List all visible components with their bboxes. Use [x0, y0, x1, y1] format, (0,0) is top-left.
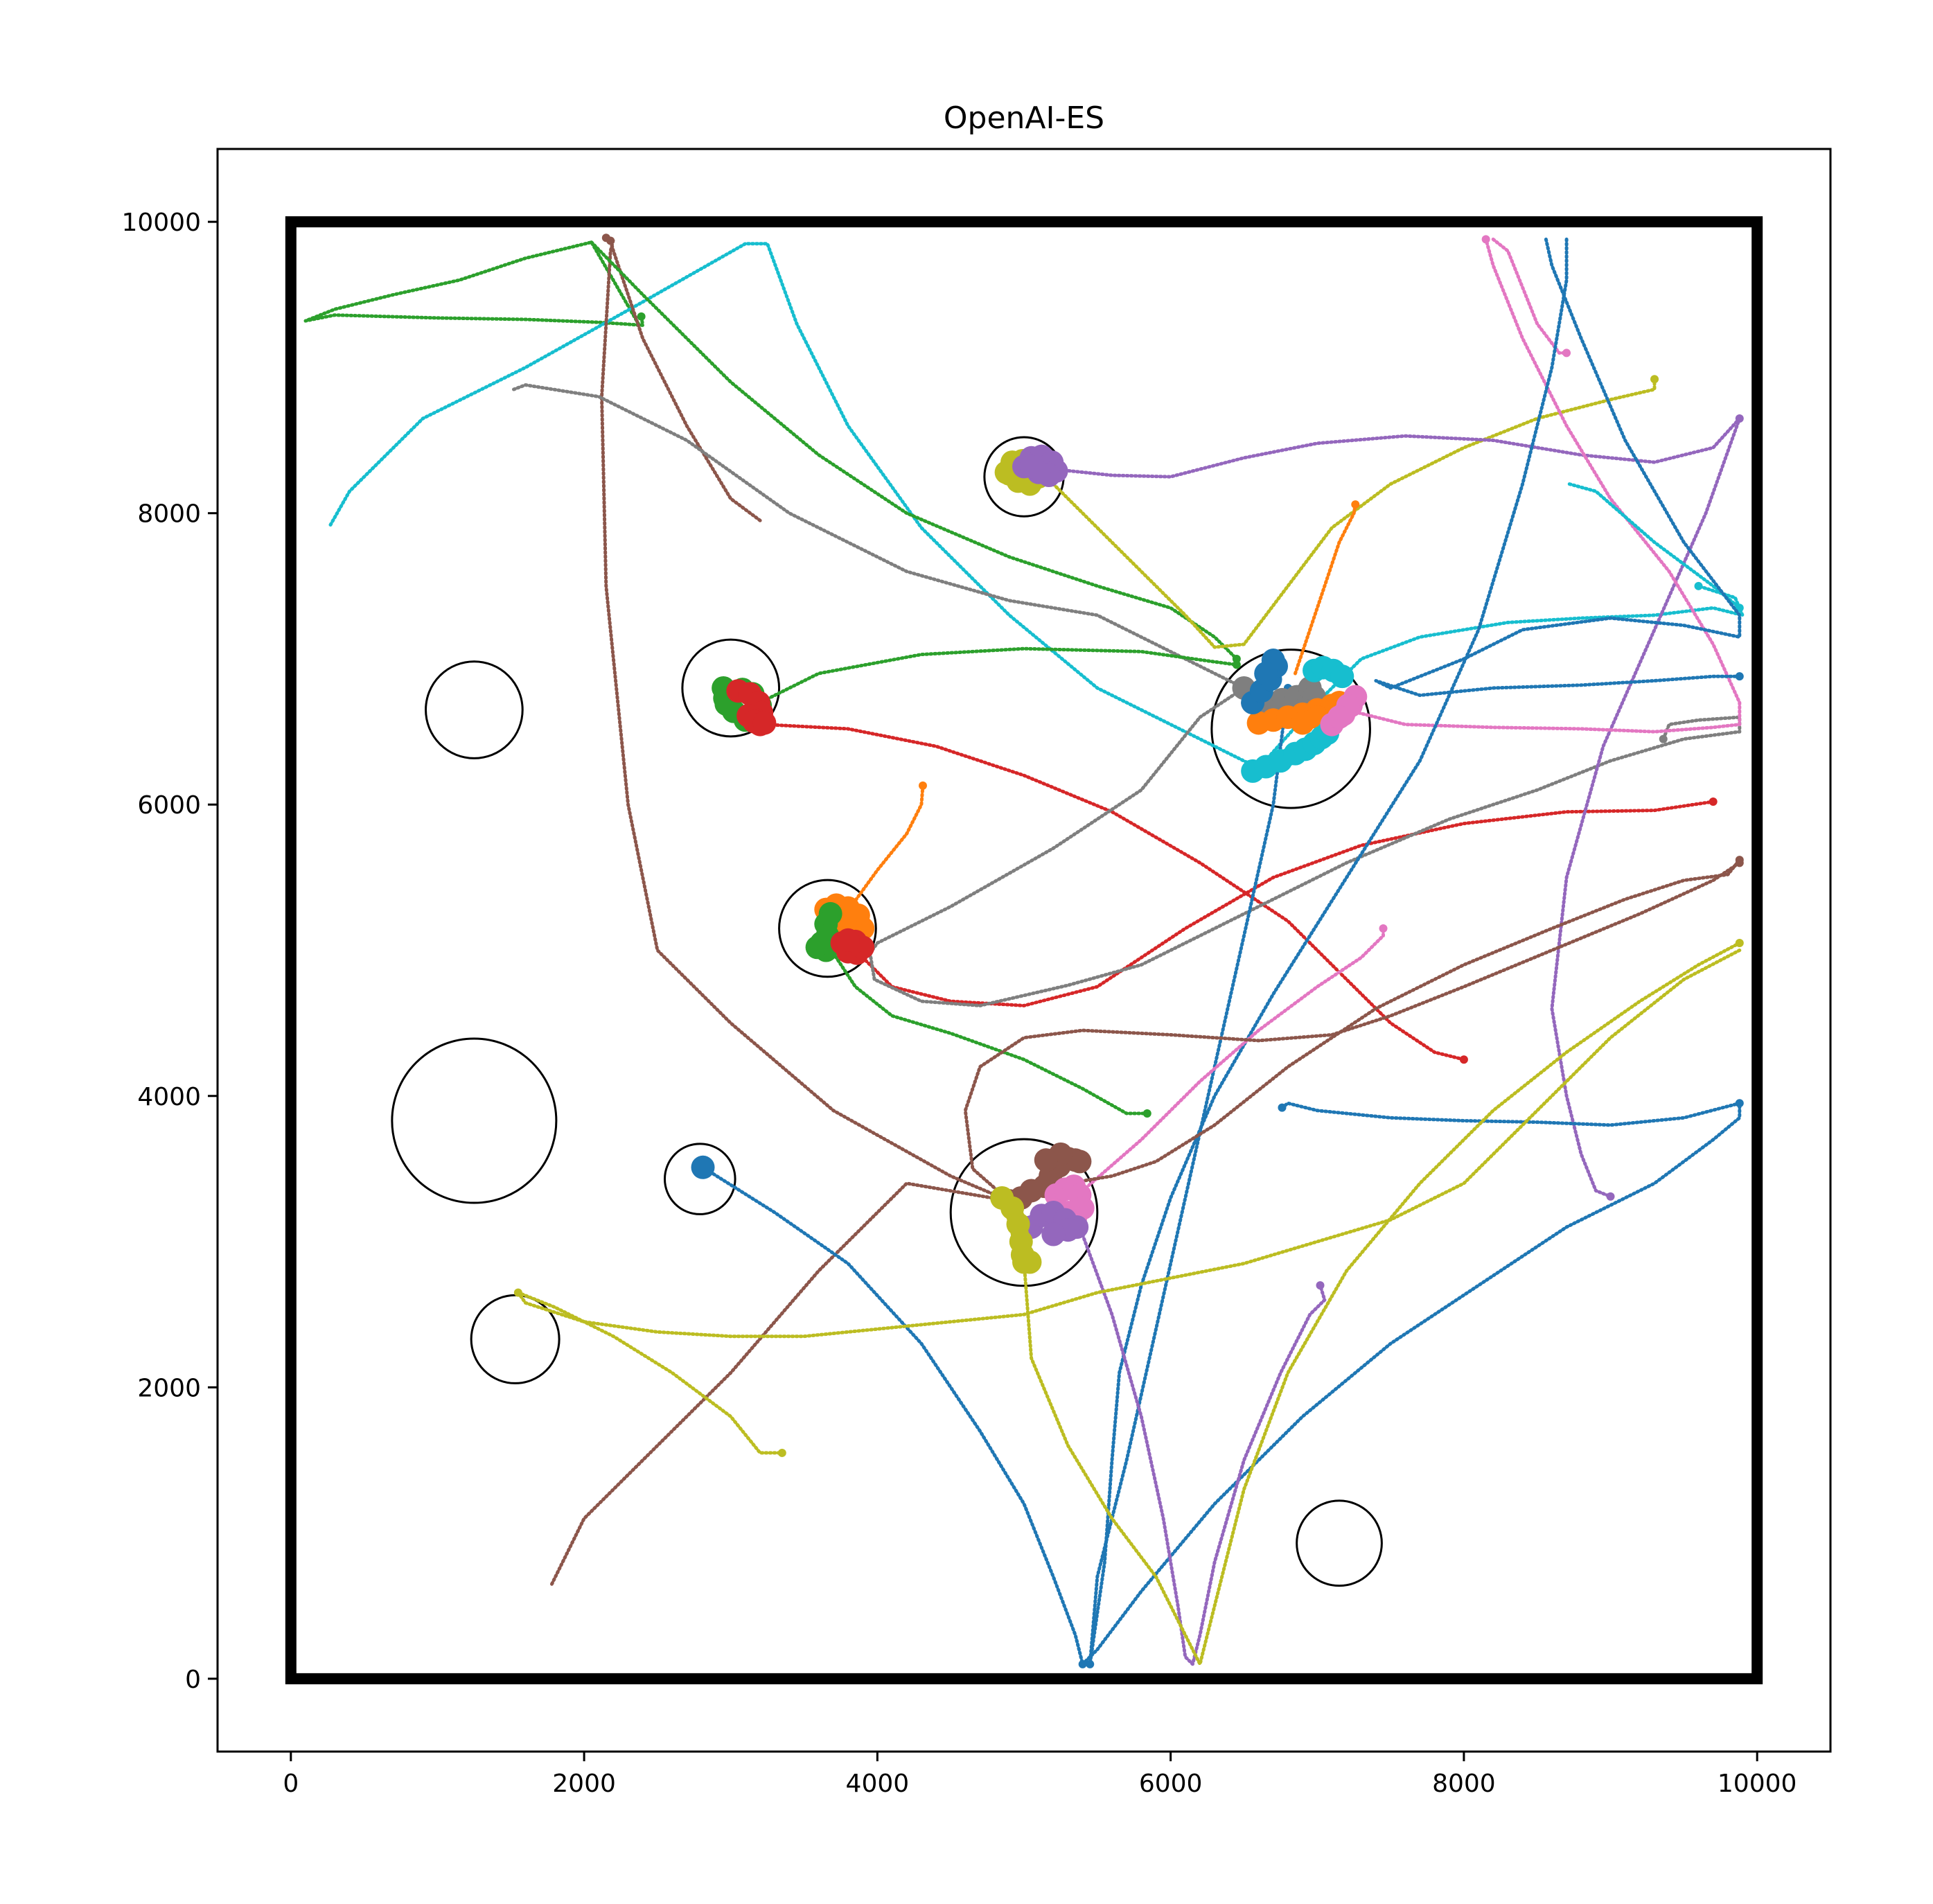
trajectory-endpoint: [1562, 349, 1571, 358]
y-tick-label: 2000: [137, 1374, 201, 1402]
trajectory-endpoint: [918, 781, 927, 790]
obstacle-circle: [949, 1138, 1099, 1287]
trajectory-endpoint: [1735, 938, 1744, 947]
trajectory-endpoint: [1316, 1281, 1325, 1290]
trajectory-line: [1088, 237, 1569, 1666]
axes-frame: [216, 148, 1832, 1753]
obstacle-circle: [425, 660, 524, 759]
trajectory-line: [1077, 1225, 1327, 1666]
trajectory-endpoint: [1709, 797, 1718, 806]
trajectory-line: [1491, 237, 1569, 355]
trajectory-line: [1054, 416, 1742, 479]
trajectory-line: [868, 686, 1246, 955]
trajectory-line: [1081, 1101, 1742, 1666]
obstacle-circle: [663, 1143, 736, 1215]
trajectory-line: [550, 236, 1012, 1586]
trajectory-line: [963, 861, 1742, 1203]
cluster-marker: [836, 928, 860, 952]
trajectory-line: [1088, 686, 1290, 1666]
trajectory-line: [868, 715, 1742, 1007]
trajectory-endpoint: [1351, 500, 1360, 509]
trajectory-endpoint: [777, 1448, 786, 1457]
arena-boundary: [285, 216, 1763, 1684]
trajectory-endpoint: [1606, 1192, 1615, 1201]
plot-area: [285, 216, 1763, 1684]
y-tick-label: 4000: [137, 1083, 201, 1111]
trajectory-endpoint: [1459, 1055, 1468, 1064]
trajectory-line: [1550, 416, 1742, 1199]
obstacle-circle: [681, 638, 781, 738]
trajectory-line: [1022, 941, 1742, 1666]
x-tick-label: 4000: [846, 1770, 910, 1798]
trajectory-line: [1294, 502, 1357, 676]
x-tick-label: 0: [283, 1770, 299, 1798]
cluster-marker: [1019, 455, 1043, 479]
trajectory-endpoint: [1694, 581, 1703, 590]
obstacle-circle: [391, 1037, 558, 1204]
cluster-marker: [1330, 664, 1354, 689]
trajectory-line: [758, 646, 1239, 705]
cluster-marker: [1254, 661, 1278, 685]
y-tick-label: 0: [185, 1666, 201, 1694]
trajectory-endpoint: [1650, 375, 1659, 384]
trajectory-line: [516, 1291, 784, 1455]
cluster-marker: [1068, 1149, 1092, 1174]
cluster-marker: [1291, 711, 1315, 735]
trajectory-line: [701, 1165, 1085, 1666]
trajectory-endpoint: [1659, 734, 1668, 743]
trajectory-line: [303, 240, 645, 327]
trajectory-line: [1051, 377, 1657, 649]
trajectory-endpoint: [606, 236, 615, 245]
cluster-marker: [1034, 1148, 1058, 1172]
cluster-marker: [1041, 1222, 1066, 1246]
cluster-marker: [1018, 1250, 1042, 1274]
obstacle-circle: [778, 879, 877, 978]
y-tick-label: 10000: [121, 209, 201, 237]
y-tick-label: 6000: [137, 791, 201, 820]
trajectory-endpoint: [1481, 235, 1490, 244]
trajectory-line: [860, 800, 1715, 1007]
trajectory-endpoint: [1232, 660, 1241, 669]
y-axis: 0 2000 4000 6000 8000 10000: [121, 209, 218, 1694]
trajectory-line: [1280, 1101, 1742, 1127]
x-tick-label: 10000: [1718, 1770, 1797, 1798]
x-axis: 0 2000 4000 6000 8000 10000: [283, 1752, 1797, 1798]
x-tick-label: 8000: [1432, 1770, 1496, 1798]
chart-title: OpenAI-ES: [944, 100, 1104, 136]
trajectory-endpoint: [1735, 858, 1744, 867]
x-tick-label: 2000: [552, 1770, 616, 1798]
trajectory-endpoint: [1232, 654, 1241, 663]
obstacle-circle: [1210, 649, 1371, 809]
cluster-marker: [1327, 705, 1352, 730]
trajectory-line: [1081, 926, 1385, 1192]
cluster-marker: [1006, 1212, 1030, 1236]
y-tick-label: 8000: [137, 500, 201, 529]
trajectory-line: [831, 951, 1149, 1116]
trajectory-line: [516, 949, 1742, 1339]
cluster-marker: [752, 711, 777, 735]
x-tick-label: 6000: [1139, 1770, 1203, 1798]
cluster-marker: [691, 1155, 715, 1179]
trajectory-endpoint: [1278, 1103, 1287, 1112]
trajectory-endpoint: [637, 312, 646, 321]
trajectory-endpoint: [1379, 924, 1388, 933]
trajectory-line: [328, 242, 1745, 770]
trajectory-line: [1345, 237, 1742, 734]
trajectory-line: [512, 383, 1246, 690]
trajectory-endpoint: [1142, 1109, 1151, 1118]
trajectory-line: [608, 239, 762, 522]
obstacle-circle: [1296, 1499, 1383, 1587]
trajectory-endpoint: [1735, 672, 1744, 681]
trajectory-line: [849, 784, 925, 908]
trajectory-line: [762, 723, 1466, 1061]
trajectory-line: [1007, 858, 1742, 1203]
trajectory-line: [1374, 237, 1742, 697]
